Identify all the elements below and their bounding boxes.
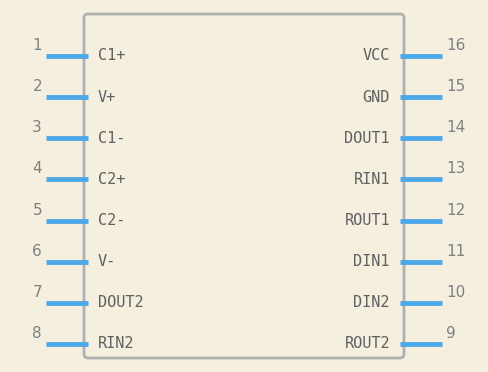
Text: V-: V- [98, 254, 116, 269]
Text: 7: 7 [32, 285, 42, 300]
Text: DIN2: DIN2 [353, 295, 390, 310]
Text: 5: 5 [32, 203, 42, 218]
Text: 3: 3 [32, 120, 42, 135]
Text: ROUT2: ROUT2 [345, 337, 390, 352]
Text: DIN1: DIN1 [353, 254, 390, 269]
Text: 2: 2 [32, 79, 42, 94]
Text: V+: V+ [98, 90, 116, 105]
Text: C1-: C1- [98, 131, 125, 146]
Text: DOUT1: DOUT1 [345, 131, 390, 146]
Text: GND: GND [363, 90, 390, 105]
Text: C1+: C1+ [98, 48, 125, 64]
Text: ROUT1: ROUT1 [345, 213, 390, 228]
Text: 10: 10 [446, 285, 465, 300]
Text: RIN1: RIN1 [353, 172, 390, 187]
Text: RIN2: RIN2 [98, 337, 135, 352]
Text: C2-: C2- [98, 213, 125, 228]
Text: 12: 12 [446, 203, 465, 218]
Text: 1: 1 [32, 38, 42, 53]
Text: C2+: C2+ [98, 172, 125, 187]
Text: DOUT2: DOUT2 [98, 295, 143, 310]
Text: 9: 9 [446, 326, 456, 341]
Text: VCC: VCC [363, 48, 390, 64]
FancyBboxPatch shape [84, 14, 404, 358]
Text: 8: 8 [32, 326, 42, 341]
Text: 4: 4 [32, 161, 42, 176]
Text: 13: 13 [446, 161, 466, 176]
Text: 15: 15 [446, 79, 465, 94]
Text: 11: 11 [446, 244, 465, 259]
Text: 14: 14 [446, 120, 465, 135]
Text: 16: 16 [446, 38, 466, 53]
Text: 6: 6 [32, 244, 42, 259]
